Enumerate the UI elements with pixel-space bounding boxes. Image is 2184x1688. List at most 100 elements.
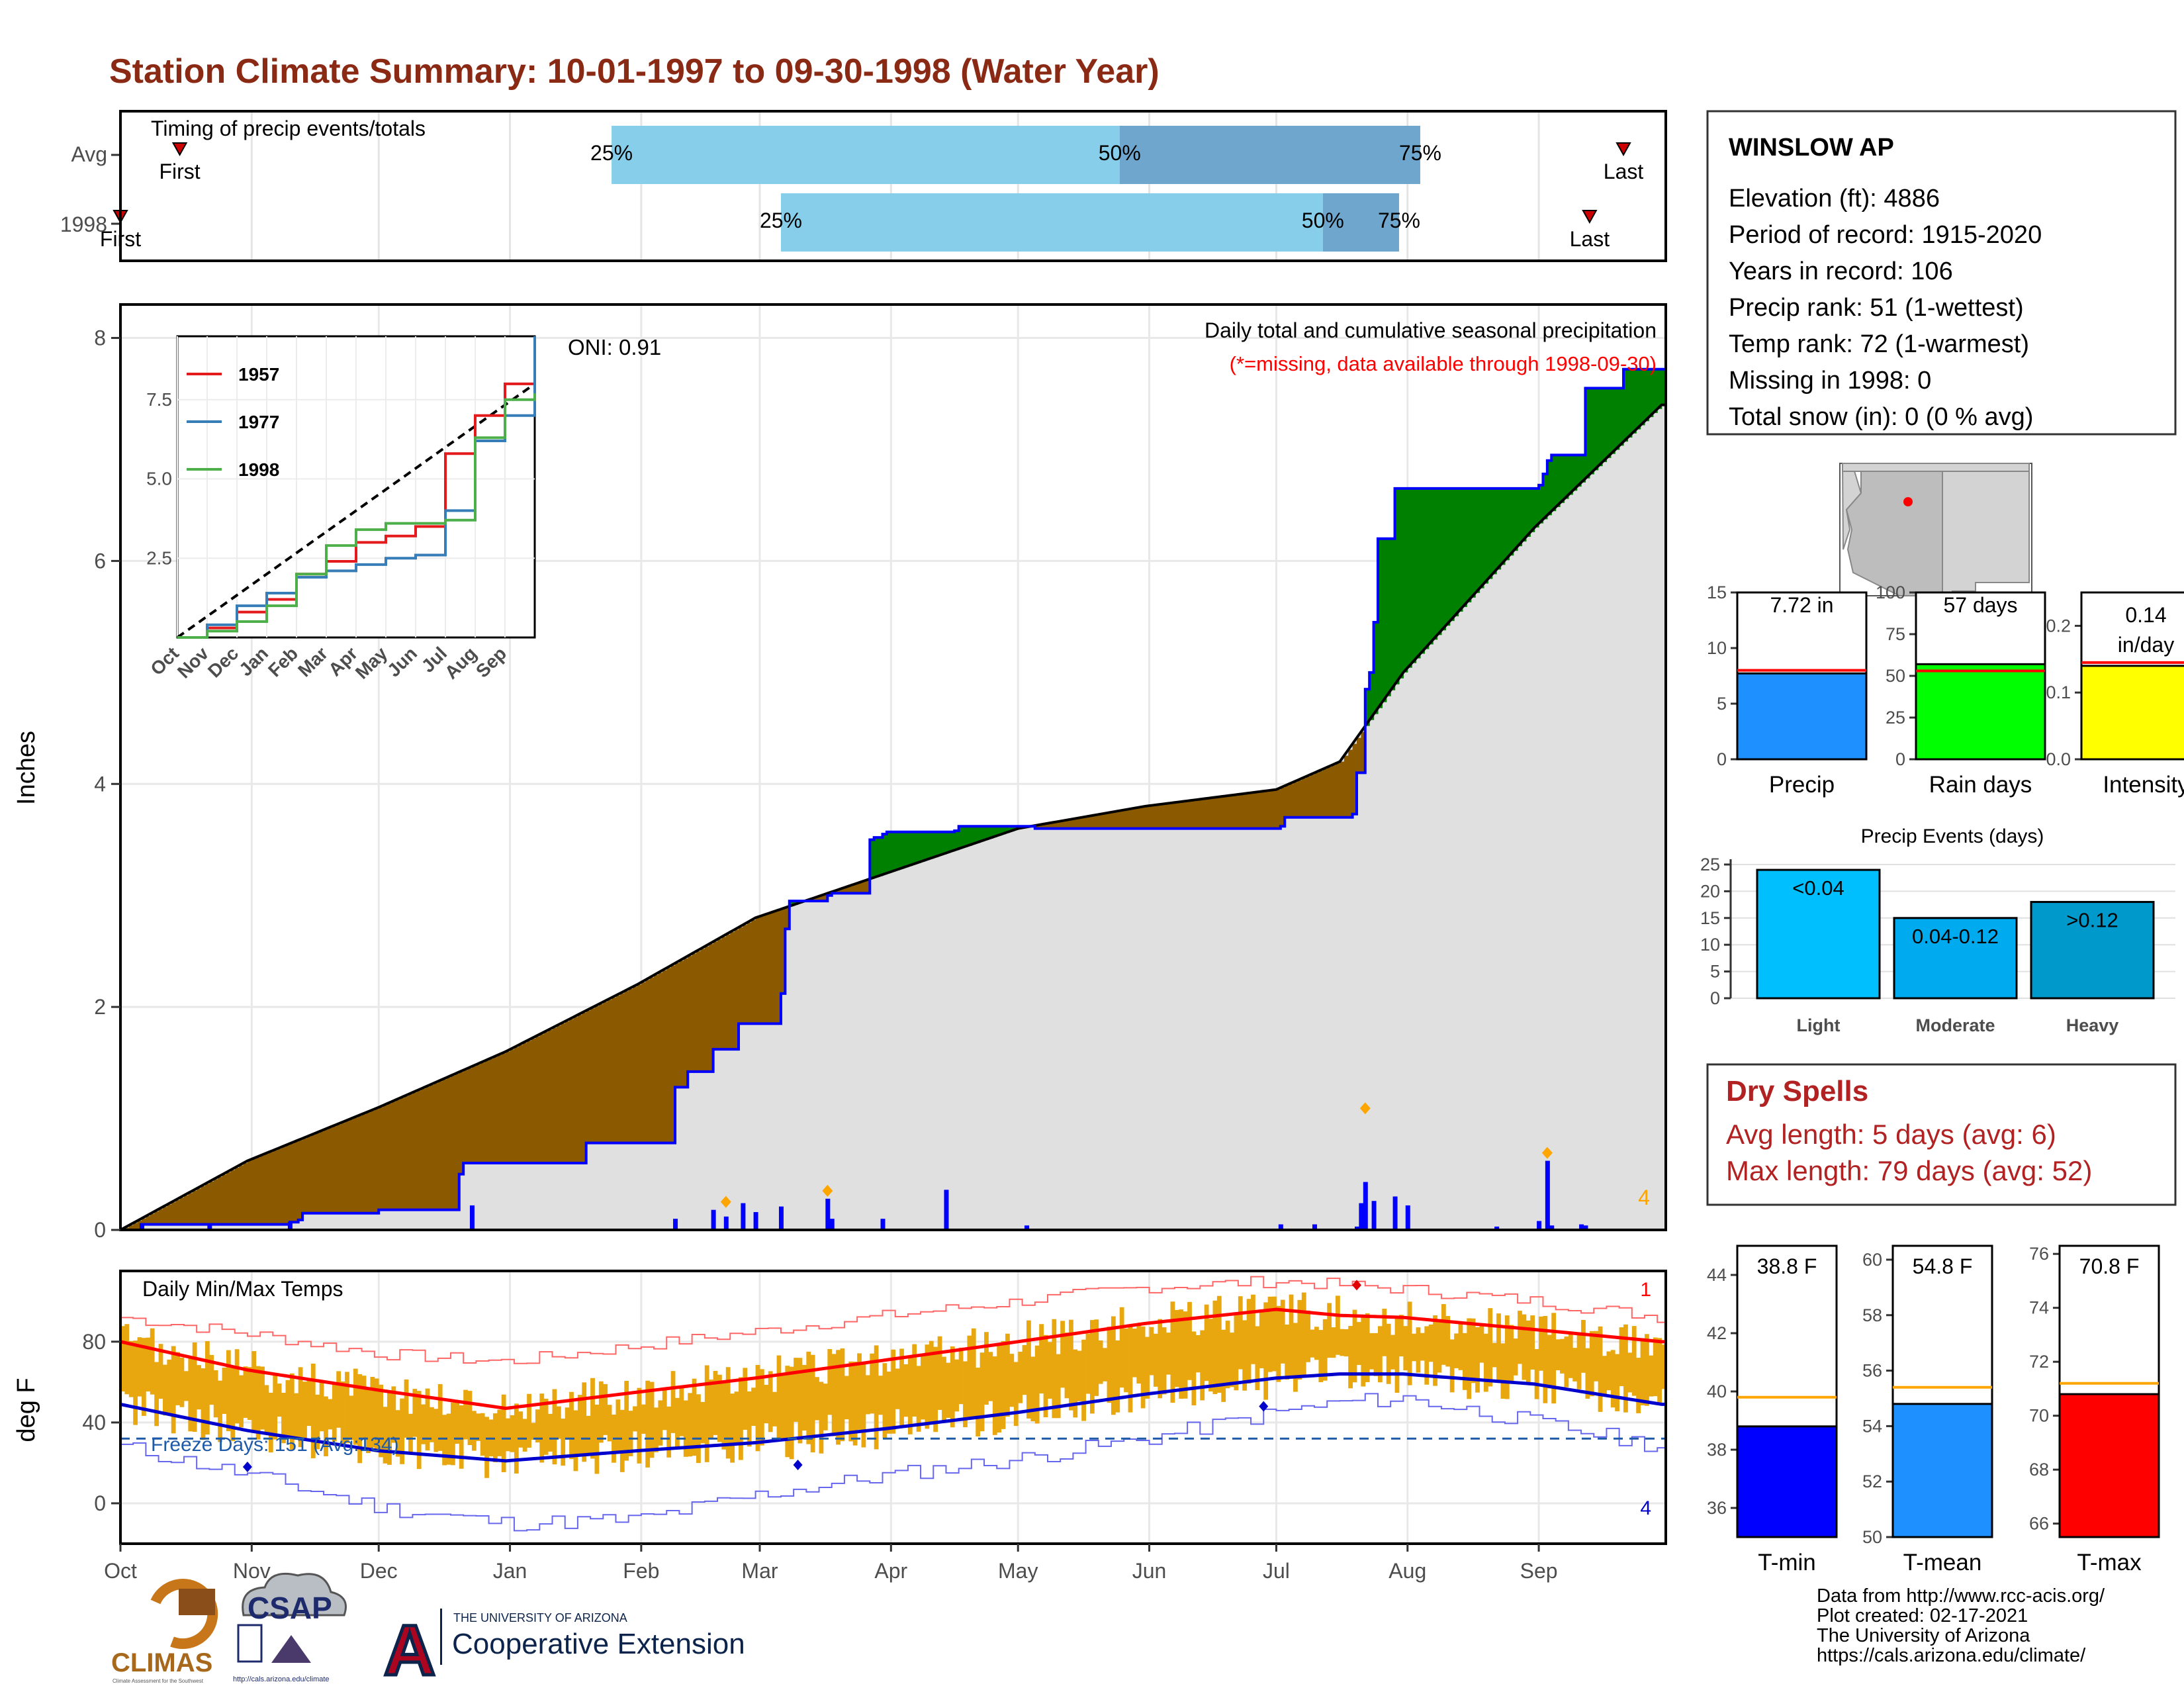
precip-below-avg	[471, 1066, 477, 1163]
temp-daily-range-bar	[967, 1335, 972, 1419]
precip-above-avg	[1525, 488, 1531, 537]
temp-daily-range-bar	[222, 1367, 227, 1414]
precip-above-avg	[1428, 488, 1433, 645]
summary-value-label: 0.14	[2125, 603, 2166, 627]
precip-below-avg	[179, 1197, 185, 1225]
temp-low-count: 4	[1640, 1497, 1651, 1519]
climas-wordmark: CLIMAS	[111, 1648, 212, 1677]
temp-daily-range-bar	[539, 1393, 545, 1463]
precip-below-avg	[1267, 790, 1273, 829]
temp-bar-y-tick-label: 54	[1862, 1416, 1882, 1436]
temp-daily-range-bar	[1373, 1333, 1379, 1376]
temp-daily-range-bar	[840, 1348, 845, 1442]
events-y-tick-label: 20	[1700, 881, 1720, 901]
summary-y-tick-label: 0	[1895, 749, 1905, 769]
temp-daily-range-bar	[433, 1409, 439, 1452]
precip-annotation-title: Daily total and cumulative seasonal prec…	[1205, 318, 1657, 342]
month-label: Jan	[493, 1559, 527, 1583]
temp-record-marker	[1259, 1401, 1269, 1412]
precip-below-avg	[654, 975, 659, 1143]
csap-wordmark: CSAP	[248, 1591, 332, 1625]
temp-daily-range-bar	[1428, 1324, 1433, 1362]
temp-bar-value-label: 38.8 F	[1757, 1254, 1817, 1278]
temp-daily-range-bar	[1124, 1328, 1128, 1393]
temp-bar-y-tick-label: 68	[2029, 1460, 2049, 1479]
inset-legend-label: 1977	[238, 412, 279, 432]
precip-below-avg	[565, 1021, 570, 1163]
temp-daily-range-bar	[1170, 1301, 1175, 1403]
precip-below-avg	[324, 1129, 329, 1213]
precip-above-avg	[1492, 488, 1497, 575]
precip-above-avg	[1377, 538, 1383, 708]
precip-above-avg	[1365, 689, 1370, 726]
precip-below-avg	[459, 1072, 464, 1174]
csap-url: http://cals.arizona.edu/climate	[233, 1675, 330, 1683]
precip-below-avg	[1153, 805, 1158, 829]
station-detail-line: Temp rank: 72 (1-warmest)	[1729, 330, 2029, 358]
temp-daily-range-bar	[1522, 1314, 1527, 1380]
precip-below-avg	[1242, 794, 1248, 829]
temp-daily-range-bar	[1094, 1319, 1099, 1396]
temp-daily-range-bar	[128, 1340, 134, 1397]
dry-spells-box: Dry Spells Avg length: 5 days (avg: 6) M…	[1706, 1063, 2177, 1206]
temp-daily-range-bar	[1412, 1333, 1416, 1362]
precip-below-avg	[1034, 825, 1040, 829]
temp-daily-range-bar	[1369, 1333, 1374, 1370]
temp-daily-range-bar	[201, 1368, 206, 1440]
temp-daily-range-bar	[1064, 1332, 1069, 1399]
temp-daily-range-bar	[1352, 1309, 1357, 1383]
temp-daily-range-bar	[1238, 1296, 1243, 1370]
temp-daily-range-bar	[1022, 1344, 1027, 1395]
precip-below-avg	[310, 1135, 316, 1213]
temp-daily-range-bar	[124, 1324, 130, 1395]
precip-above-avg	[870, 839, 875, 879]
precip-below-avg	[848, 886, 854, 894]
temp-daily-range-bar	[772, 1391, 777, 1427]
precip-above-avg	[1534, 488, 1539, 528]
temp-daily-range-bar	[543, 1398, 549, 1455]
precip-below-avg	[1166, 803, 1171, 829]
oni-label: ONI: 0.91	[568, 335, 661, 359]
temp-daily-range-bar	[1479, 1326, 1484, 1363]
precip-below-avg	[234, 1168, 240, 1225]
temp-daily-range-bar	[1509, 1325, 1514, 1383]
precip-above-avg	[1403, 488, 1408, 673]
precip-below-avg	[162, 1207, 167, 1225]
precip-below-avg	[658, 972, 663, 1143]
temp-daily-range-bar	[1365, 1313, 1370, 1382]
inset-month-label: Mar	[294, 643, 332, 680]
temp-daily-range-bar	[1525, 1320, 1531, 1384]
temp-daily-range-bar	[776, 1355, 782, 1439]
temp-daily-range-bar	[146, 1337, 151, 1392]
temp-daily-range-bar	[1594, 1331, 1599, 1382]
temp-daily-range-bar	[480, 1413, 485, 1456]
precip-below-avg	[192, 1190, 197, 1225]
temp-daily-range-bar	[218, 1380, 222, 1442]
precip-below-avg	[1263, 791, 1269, 829]
temp-daily-range-bar	[1589, 1331, 1594, 1397]
precip-above-avg	[1623, 369, 1629, 442]
precip-above-avg	[1649, 369, 1654, 418]
temp-daily-range-bar	[925, 1344, 930, 1429]
precip-below-avg	[230, 1170, 236, 1225]
precip-below-avg	[539, 1034, 545, 1163]
temp-daily-range-bar	[1242, 1320, 1248, 1391]
temp-daily-range-bar	[768, 1371, 773, 1432]
precip-daily-bar	[778, 1206, 784, 1230]
temp-daily-range-bar	[1488, 1308, 1493, 1387]
freeze-days-label: Freeze Days: 151 (Avg:134)	[151, 1434, 399, 1456]
temp-daily-range-bar	[848, 1361, 854, 1442]
temp-daily-range-bar	[374, 1378, 379, 1452]
precip-below-avg	[688, 956, 693, 1072]
summary-y-tick-label: 25	[1886, 708, 1905, 727]
inset-month-label: Dec	[204, 643, 242, 681]
timing-label-50: 50%	[1302, 209, 1344, 232]
credit-line-1: Data from http://www.rcc-acis.org/	[1817, 1585, 2105, 1607]
temp-daily-range-bar	[739, 1377, 743, 1460]
temp-daily-range-bar	[696, 1394, 701, 1464]
temp-daily-range-bar	[878, 1376, 883, 1415]
temp-daily-range-bar	[1306, 1310, 1311, 1362]
precip-below-avg	[1136, 808, 1142, 829]
temp-bar-value-label: 70.8 F	[2079, 1254, 2140, 1278]
temp-daily-range-bar	[1500, 1343, 1506, 1399]
